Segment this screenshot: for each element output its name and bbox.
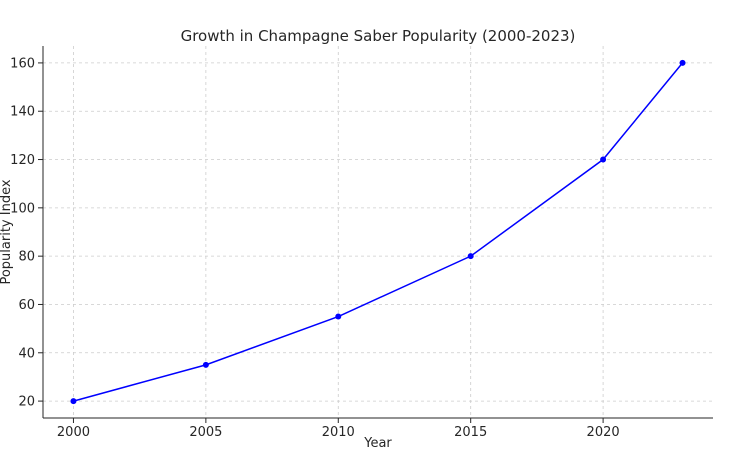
data-point bbox=[679, 59, 686, 66]
y-tick-label: 140 bbox=[10, 105, 35, 120]
y-tick-label: 120 bbox=[10, 153, 35, 168]
y-tick-label: 100 bbox=[10, 201, 35, 216]
axes bbox=[42, 46, 713, 419]
x-tick-label: 2005 bbox=[189, 425, 222, 440]
y-tick-label: 20 bbox=[18, 395, 35, 410]
series-line bbox=[73, 62, 684, 402]
x-tick-label: 2010 bbox=[322, 425, 355, 440]
y-tick-label: 160 bbox=[10, 56, 35, 71]
x-axis-label: Year bbox=[363, 436, 392, 451]
data-point bbox=[202, 361, 209, 368]
data-point bbox=[70, 398, 77, 405]
grid-lines bbox=[43, 46, 713, 418]
y-axis-label: Popularity Index bbox=[0, 179, 14, 284]
x-axis-ticks: 2000 2005 2010 2015 2020 bbox=[57, 418, 620, 440]
y-axis-ticks: 20 40 60 80 100 120 140 160 bbox=[10, 56, 43, 410]
y-tick-label: 40 bbox=[18, 346, 35, 361]
y-tick-label: 80 bbox=[18, 250, 35, 265]
x-tick-label: 2000 bbox=[57, 425, 90, 440]
data-point bbox=[467, 253, 474, 260]
data-point bbox=[335, 313, 342, 320]
chart-title: Growth in Champagne Saber Popularity (20… bbox=[181, 27, 576, 45]
data-point bbox=[600, 156, 607, 163]
y-tick-label: 60 bbox=[18, 298, 35, 313]
series-group bbox=[70, 59, 686, 405]
x-tick-label: 2020 bbox=[587, 425, 620, 440]
x-tick-label: 2015 bbox=[454, 425, 487, 440]
